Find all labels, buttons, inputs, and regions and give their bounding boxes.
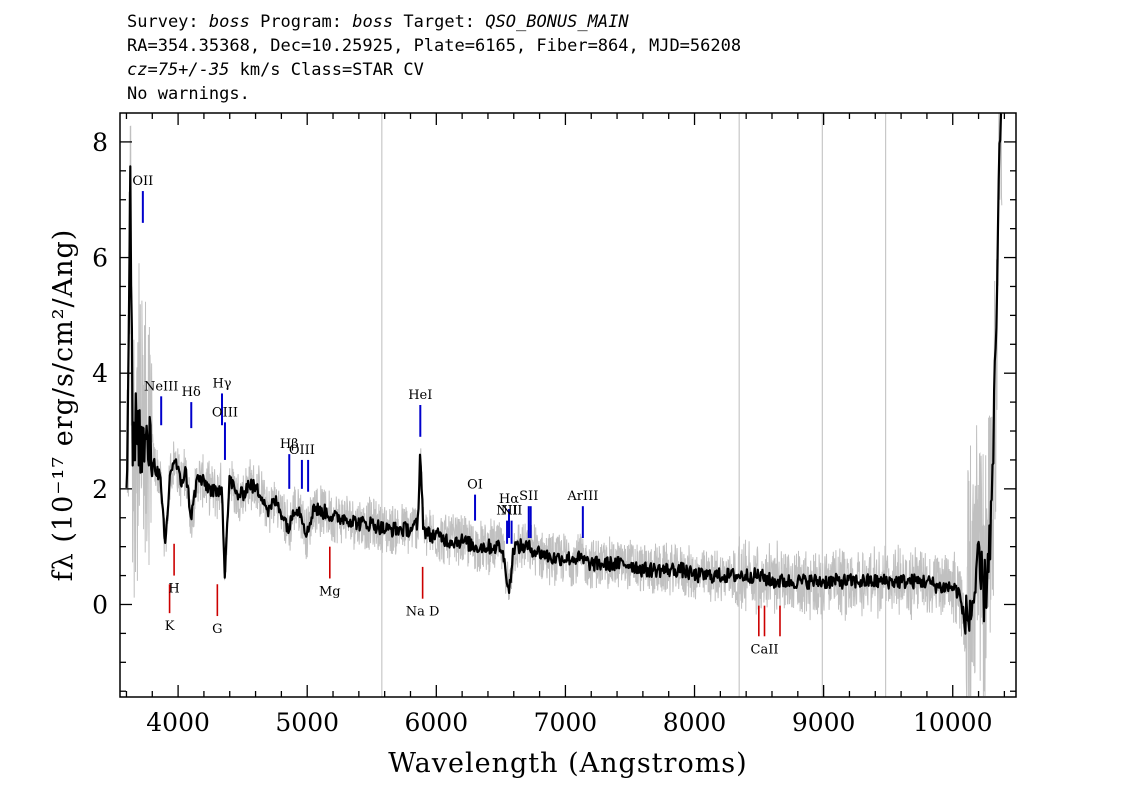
header-line-warnings: No warnings. (127, 84, 250, 104)
x-tick-label: 9000 (792, 708, 856, 737)
error-band-trace (126, 113, 1003, 697)
emission-line-label: Hβ (280, 437, 299, 452)
header-line-coordinates: RA=354.35368, Dec=10.25925, Plate=6165, … (127, 36, 742, 56)
emission-line-label: HeI (408, 388, 432, 403)
y-tick-label: 4 (92, 359, 108, 388)
program-value: boss (352, 12, 394, 32)
emission-line-label: Hγ (212, 376, 231, 391)
x-tick-label: 10000 (913, 708, 993, 737)
y-tick-label: 2 (92, 475, 108, 504)
y-tick-label: 0 (92, 590, 108, 619)
header-line-redshift: cz=75+/-35 km/s Class=STAR CV (127, 58, 741, 82)
redshift-class: km/s Class=STAR CV (229, 60, 424, 80)
absorption-line-label: CaII (751, 642, 779, 657)
spectrum-header: Survey: boss Program: boss Target: QSO_B… (127, 10, 741, 106)
emission-line-label: OIII (212, 405, 238, 420)
plot-frame (119, 112, 1017, 698)
emission-line-label: NII (501, 504, 523, 519)
emission-line-label: Hδ (182, 385, 201, 400)
survey-key: Survey: (127, 12, 209, 32)
emission-line-label: OI (467, 478, 483, 493)
absorption-line-label: H (168, 582, 179, 597)
emission-line-label: OIII (289, 443, 315, 458)
emission-line-label: OII (132, 174, 153, 189)
header-line-survey: Survey: boss Program: boss Target: QSO_B… (127, 10, 741, 34)
emission-line-label: SII (519, 489, 538, 504)
survey-value: boss (208, 12, 250, 32)
x-tick-label: 8000 (663, 708, 727, 737)
emission-line-label: Hα (499, 492, 519, 507)
x-tick-label: 7000 (534, 708, 598, 737)
axis-ticks: 4000 5000 6000 7000 8000 9000 10000 0 2 4 6 8 (92, 113, 1016, 737)
x-axis-label: Wavelength (Angstroms) (388, 748, 747, 779)
target-key: Target: (393, 12, 486, 32)
emission-line-label: ArIII (566, 489, 598, 504)
error-band (126, 113, 1003, 697)
y-axis-label: fλ (10⁻¹⁷ erg/s/cm²/Ang) (48, 229, 79, 582)
x-tick-label: 5000 (275, 708, 339, 737)
absorption-line-label: K (165, 619, 175, 634)
emission-line-label: NeIII (144, 379, 178, 394)
x-tick-label: 4000 (146, 708, 210, 737)
program-key: Program: (249, 12, 353, 32)
x-tick-label: 6000 (404, 708, 468, 737)
target-value: QSO_BONUS_MAIN (485, 12, 629, 32)
absorption-line-label: Mg (319, 584, 341, 599)
absorption-line-label: G (212, 622, 222, 637)
y-tick-label: 6 (92, 244, 108, 273)
flux-line (125, 112, 1003, 635)
absorption-line-label: Na D (406, 605, 440, 620)
redshift-value: cz=75+/-35 (127, 60, 230, 80)
y-tick-label: 8 (92, 128, 108, 157)
emission-line-label: NII (496, 504, 518, 519)
flux-series (125, 112, 1003, 635)
